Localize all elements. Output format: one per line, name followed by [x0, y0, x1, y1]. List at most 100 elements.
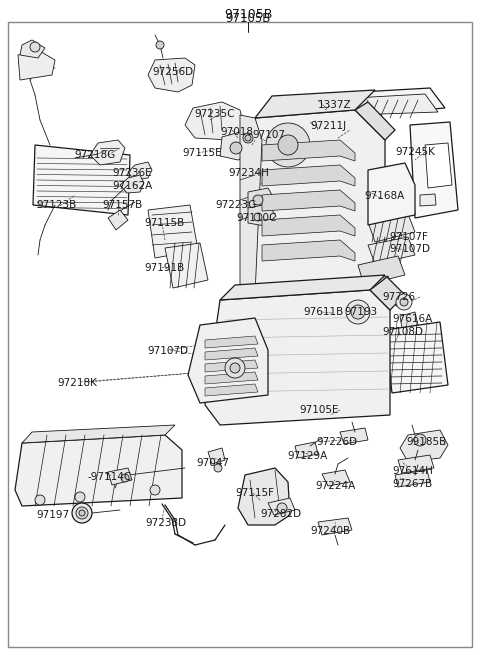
Polygon shape — [308, 108, 320, 111]
Polygon shape — [368, 214, 415, 242]
Polygon shape — [262, 190, 355, 211]
Polygon shape — [262, 165, 355, 186]
Text: 97245K: 97245K — [395, 147, 435, 157]
Polygon shape — [108, 468, 132, 485]
Circle shape — [254, 213, 262, 221]
Polygon shape — [205, 360, 258, 372]
Text: 97223G: 97223G — [215, 200, 256, 210]
Polygon shape — [33, 145, 130, 215]
Circle shape — [121, 474, 129, 482]
Polygon shape — [255, 90, 375, 118]
Circle shape — [253, 195, 263, 205]
Circle shape — [30, 42, 40, 52]
Circle shape — [396, 294, 412, 310]
Polygon shape — [90, 140, 125, 165]
Text: 97234H: 97234H — [228, 168, 269, 178]
Text: 1337Z: 1337Z — [318, 100, 352, 110]
Circle shape — [253, 110, 323, 180]
Polygon shape — [205, 336, 258, 348]
Polygon shape — [425, 143, 452, 188]
Circle shape — [230, 363, 240, 373]
Polygon shape — [148, 58, 195, 92]
Polygon shape — [262, 140, 355, 161]
Polygon shape — [395, 470, 430, 487]
Text: 99185B: 99185B — [406, 437, 446, 447]
Polygon shape — [22, 425, 175, 443]
Polygon shape — [318, 94, 438, 116]
Polygon shape — [308, 105, 320, 108]
Polygon shape — [185, 102, 245, 140]
Text: 97168A: 97168A — [364, 191, 404, 201]
Text: 97110C: 97110C — [236, 213, 276, 223]
Polygon shape — [410, 122, 458, 218]
Polygon shape — [355, 102, 395, 140]
Text: 97191B: 97191B — [144, 263, 184, 273]
Polygon shape — [308, 102, 320, 105]
Polygon shape — [240, 115, 262, 295]
Polygon shape — [303, 304, 326, 320]
Polygon shape — [18, 50, 55, 80]
Polygon shape — [248, 188, 275, 210]
Circle shape — [79, 510, 85, 516]
Text: 97726: 97726 — [382, 292, 415, 302]
Circle shape — [278, 135, 298, 155]
Polygon shape — [370, 277, 405, 310]
Text: 97616A: 97616A — [392, 314, 432, 324]
Text: -97114C: -97114C — [88, 472, 132, 482]
Text: 97267B: 97267B — [392, 479, 432, 489]
Polygon shape — [398, 455, 434, 473]
Polygon shape — [15, 435, 182, 506]
Polygon shape — [220, 275, 385, 300]
Polygon shape — [340, 428, 368, 444]
Polygon shape — [20, 40, 45, 58]
Text: 97218G: 97218G — [74, 150, 115, 160]
Circle shape — [400, 298, 408, 306]
Circle shape — [351, 305, 365, 319]
Polygon shape — [208, 448, 225, 464]
Circle shape — [230, 142, 242, 154]
Polygon shape — [395, 292, 408, 306]
Polygon shape — [318, 518, 352, 535]
Polygon shape — [205, 384, 258, 396]
Polygon shape — [220, 132, 252, 160]
Polygon shape — [348, 276, 395, 305]
Polygon shape — [108, 210, 128, 230]
Text: 97211J: 97211J — [310, 121, 346, 131]
Text: 97162A: 97162A — [112, 181, 152, 191]
Text: 97226D: 97226D — [316, 437, 357, 447]
Text: 97108D: 97108D — [382, 327, 423, 337]
Polygon shape — [248, 204, 276, 226]
Text: 97256D: 97256D — [152, 67, 193, 77]
Polygon shape — [400, 312, 418, 328]
Polygon shape — [308, 114, 320, 117]
Polygon shape — [205, 372, 258, 384]
Circle shape — [35, 495, 45, 505]
Text: 97018: 97018 — [220, 127, 253, 137]
Text: 97157B: 97157B — [102, 200, 142, 210]
Polygon shape — [308, 88, 445, 118]
Text: 97236E: 97236E — [112, 168, 152, 178]
Text: 97115E: 97115E — [182, 148, 222, 158]
Circle shape — [414, 434, 426, 446]
Circle shape — [245, 135, 251, 141]
Circle shape — [277, 503, 287, 513]
Text: 97115B: 97115B — [144, 218, 184, 228]
Polygon shape — [148, 205, 198, 258]
Polygon shape — [165, 243, 208, 288]
Polygon shape — [205, 290, 390, 425]
Text: 97105B: 97105B — [225, 12, 271, 25]
Circle shape — [214, 464, 222, 472]
Polygon shape — [358, 256, 405, 285]
Polygon shape — [268, 498, 295, 515]
Polygon shape — [308, 99, 320, 102]
Text: 97218K: 97218K — [57, 378, 97, 388]
Polygon shape — [238, 468, 290, 525]
Polygon shape — [385, 322, 448, 393]
Text: 97193: 97193 — [344, 307, 377, 317]
Circle shape — [243, 133, 253, 143]
Polygon shape — [188, 318, 268, 403]
Circle shape — [72, 503, 92, 523]
Circle shape — [225, 358, 245, 378]
Polygon shape — [262, 240, 355, 261]
Polygon shape — [322, 470, 350, 486]
